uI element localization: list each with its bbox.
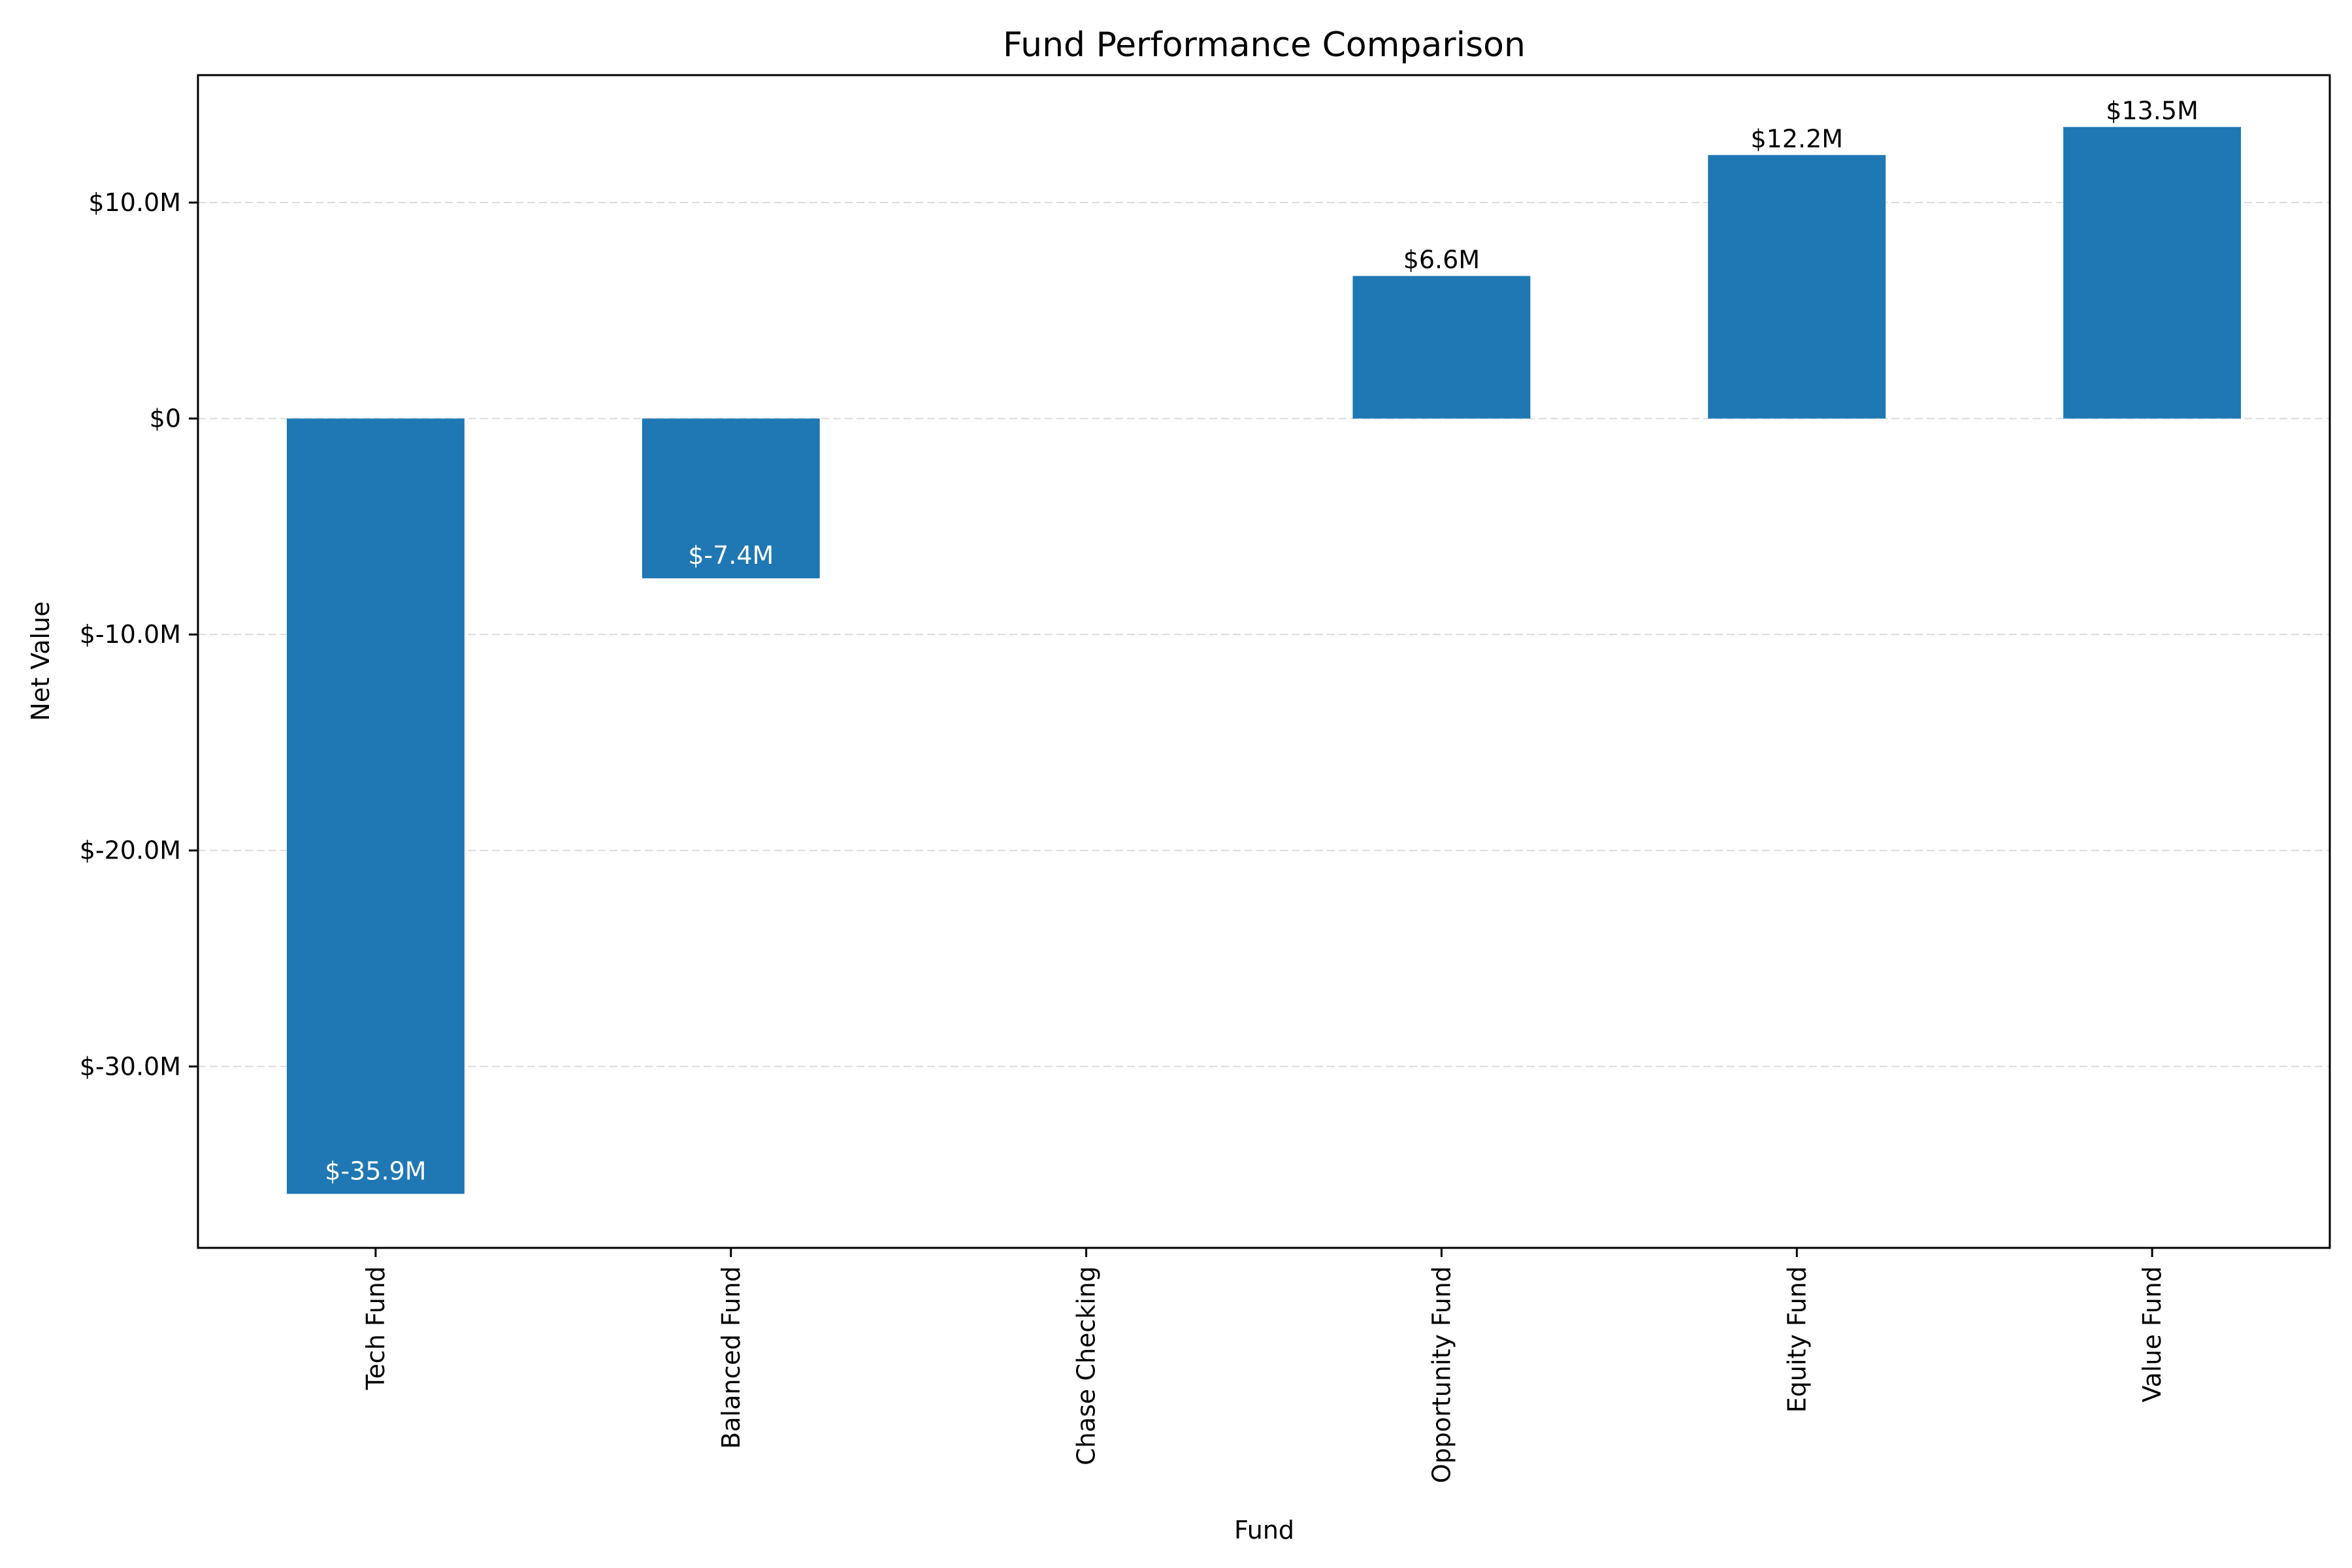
y-tick-label: $-10.0M [80,620,181,649]
x-axis-ticks: Tech Fund Balanced Fund Chase Checking Oppo… [361,1248,2166,1483]
x-tick-label: Chase Checking [1072,1266,1101,1465]
bar [642,418,820,579]
y-tick-label: $10.0M [88,188,181,217]
x-tick-label: Value Fund [2138,1266,2166,1403]
x-tick-label: Equity Fund [1782,1266,1811,1413]
x-tick-label: Balanced Fund [717,1266,745,1449]
y-tick-label: $-30.0M [80,1052,181,1081]
plot-frame [197,74,2331,1249]
x-tick-label: Opportunity Fund [1427,1266,1456,1483]
y-axis-label: Net Value [26,601,55,721]
grid-lines [198,202,2330,1068]
bar [286,418,465,1194]
data-label: $12.2M [1750,124,1843,153]
chart-title: Fund Performance Comparison [1003,25,1526,65]
y-tick-label: $-20.0M [80,836,181,865]
data-label: $-7.4M [688,541,774,570]
y-axis-ticks: $10.0M $0 $-10.0M $-20.0M $-30.0M [80,188,198,1081]
data-label: $-35.9M [325,1156,426,1185]
bar [1708,155,1886,419]
data-label: $6.6M [1403,245,1480,274]
data-label: $13.5M [2106,96,2198,125]
bar [2063,127,2242,419]
x-axis-label: Fund [1234,1516,1294,1544]
data-labels: $-35.9M $-7.4M $6.6M $12.2M $13.5M [325,96,2198,1185]
x-tick-label: Tech Fund [361,1266,390,1390]
y-tick-label: $0 [150,404,181,433]
bar [1352,276,1531,419]
bars [286,127,2242,1194]
